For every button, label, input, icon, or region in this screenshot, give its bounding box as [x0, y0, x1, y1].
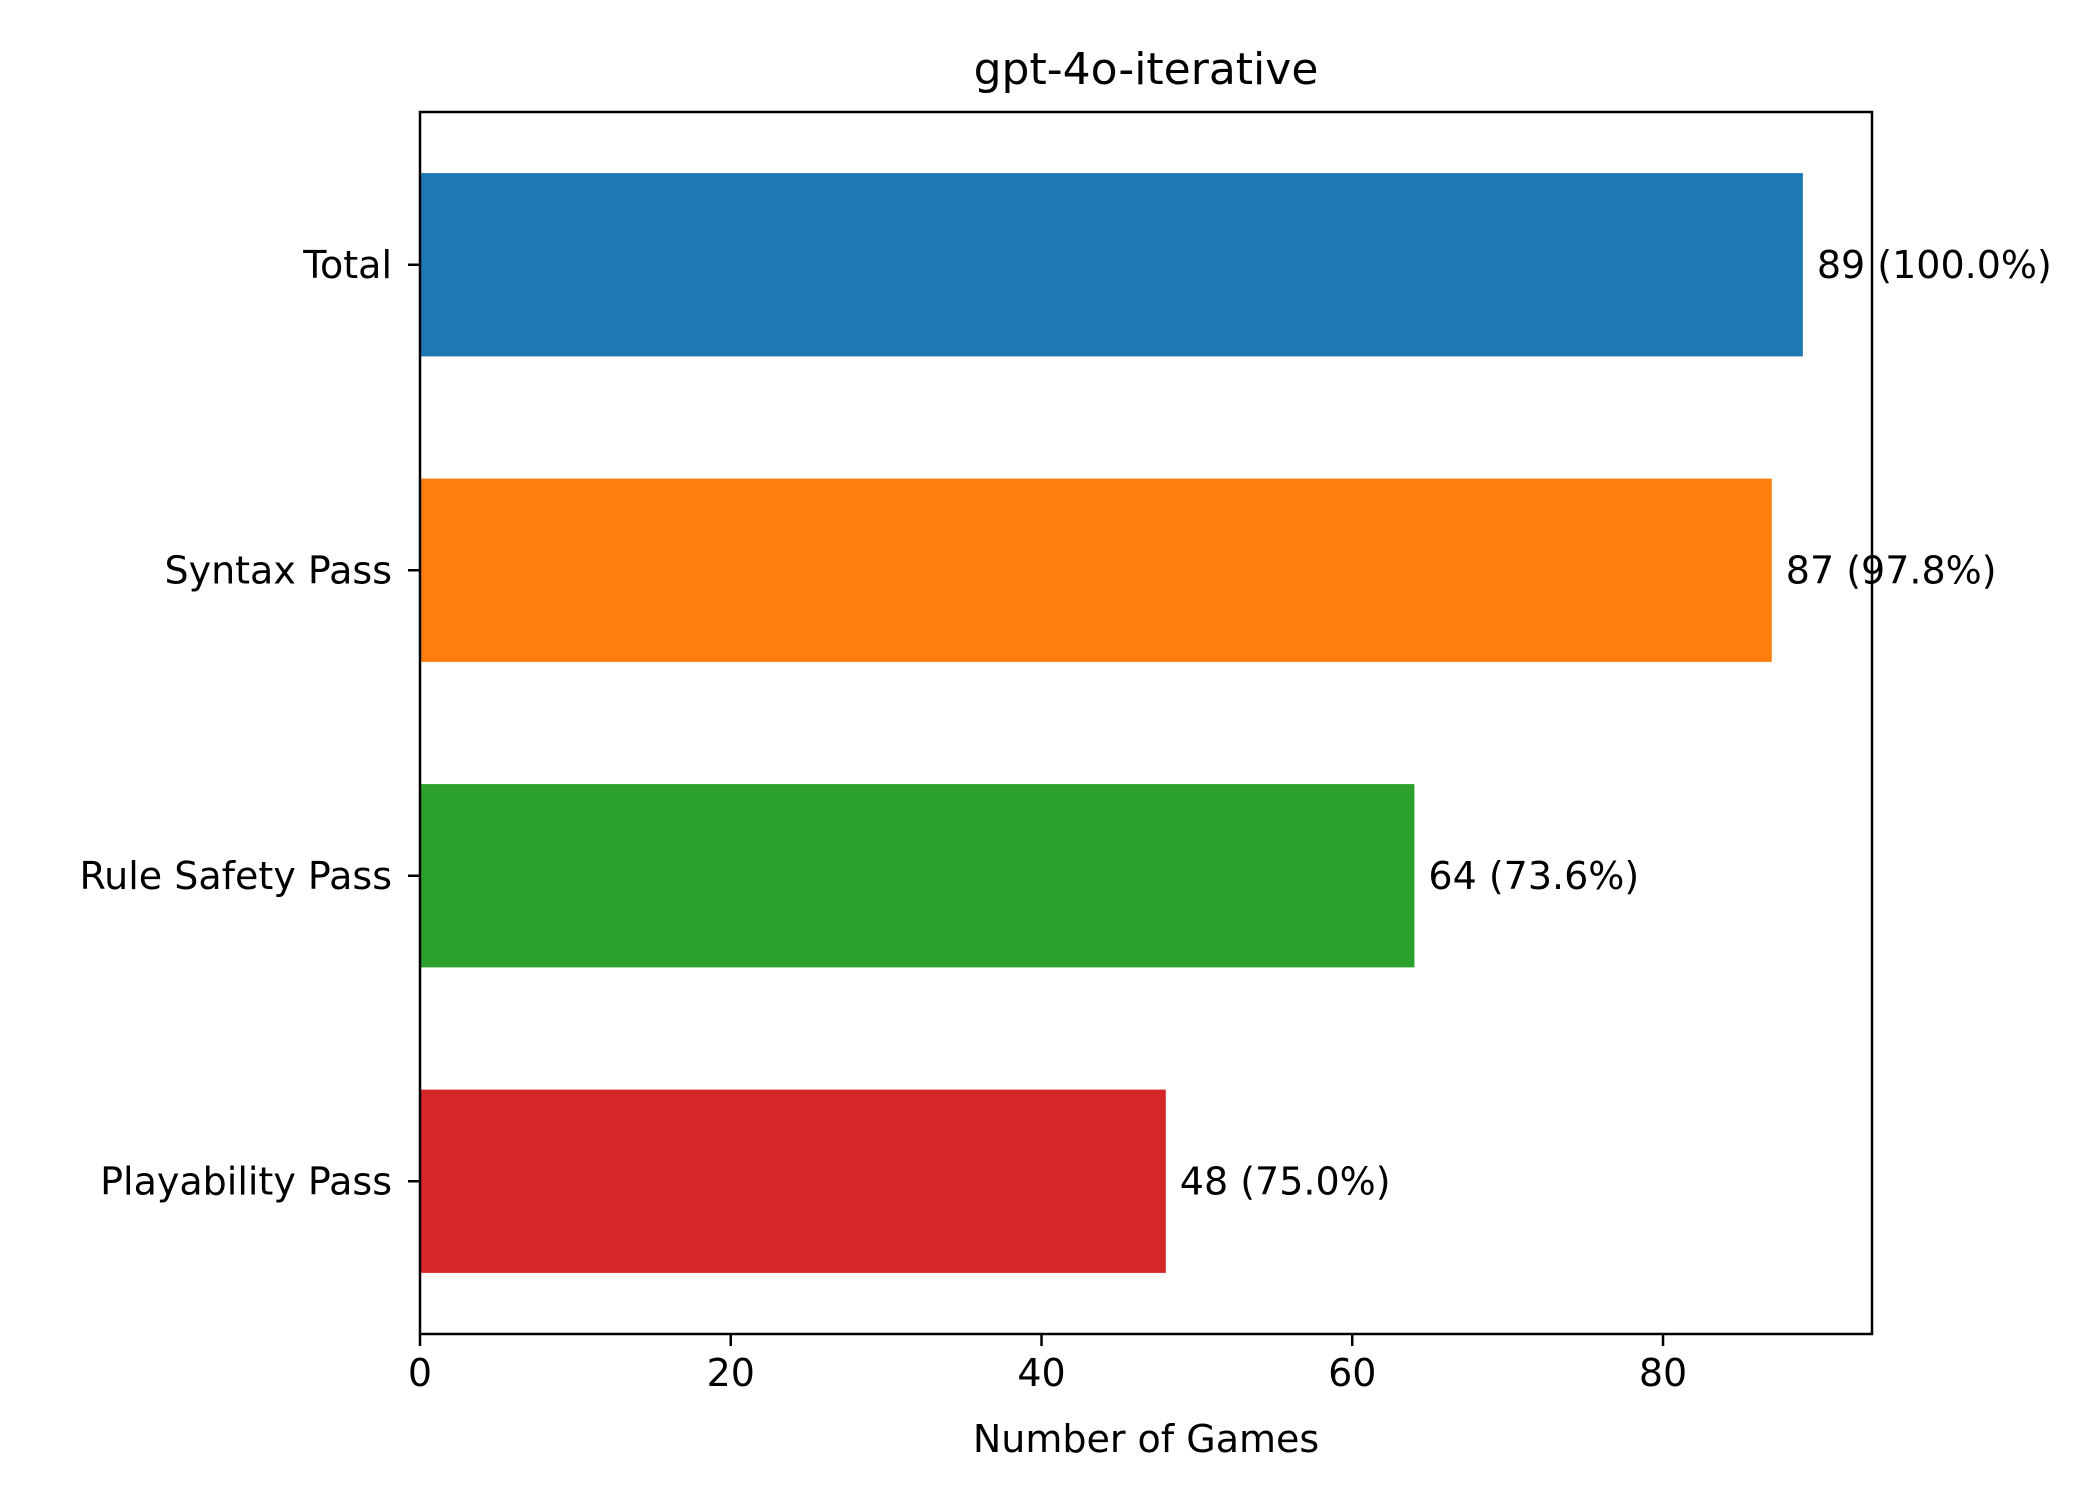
x-axis-label: Number of Games [973, 1417, 1319, 1461]
y-tick-label: Total [302, 243, 392, 287]
y-tick-label: Playability Pass [100, 1159, 392, 1203]
bars-group [420, 173, 1803, 1273]
bar-rule-safety-pass [420, 784, 1415, 968]
data-label-rule-safety-pass: 64 (73.6%) [1428, 854, 1639, 898]
x-axis-ticks: 0 20 40 60 80 [408, 1334, 1687, 1395]
x-tick-label: 40 [1017, 1351, 1065, 1395]
x-tick-label: 0 [408, 1351, 432, 1395]
x-tick-label: 80 [1639, 1351, 1687, 1395]
data-label-playability-pass: 48 (75.0%) [1180, 1159, 1391, 1203]
data-label-syntax-pass: 87 (97.8%) [1786, 548, 1997, 592]
bar-total [420, 173, 1803, 357]
chart-title: gpt-4o-iterative [974, 44, 1319, 95]
x-tick-label: 20 [707, 1351, 755, 1395]
bar-playability-pass [420, 1089, 1166, 1273]
data-label-total: 89 (100.0%) [1817, 243, 2052, 287]
y-axis-ticks: Total Syntax Pass Rule Safety Pass Playabil… [79, 243, 420, 1203]
y-tick-label: Rule Safety Pass [79, 854, 392, 898]
y-tick-label: Syntax Pass [164, 548, 392, 592]
data-labels-group: 89 (100.0%) 87 (97.8%) 64 (73.6%) 48 (75.0%… [1180, 243, 2052, 1204]
bar-syntax-pass [420, 478, 1772, 662]
x-tick-label: 60 [1328, 1351, 1376, 1395]
plot-frame [418, 110, 1874, 1336]
